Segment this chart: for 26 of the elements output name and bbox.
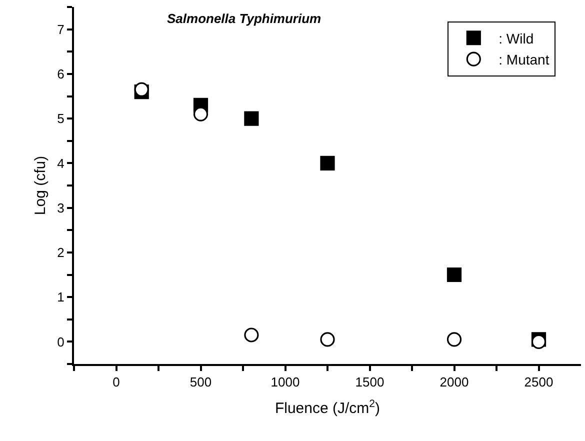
y-axis-title: Log (cfu)	[32, 156, 49, 216]
y-tick-label: 7	[57, 22, 64, 37]
point	[320, 332, 335, 347]
point	[446, 332, 462, 347]
x-tick-label: 1000	[270, 374, 300, 390]
y-tick-label: 5	[57, 111, 64, 126]
y-tick-label: 2	[57, 244, 64, 260]
x-tick-label: 2000	[440, 374, 469, 390]
x-tick-label: 500	[190, 374, 212, 390]
chart-title: Salmonella Typhimurium	[167, 11, 322, 26]
x-tick-label: 1500	[355, 374, 384, 390]
x-tick-label: 0	[112, 374, 120, 390]
y-tick-label: 1	[57, 290, 64, 305]
x-axis-title: Fluence (J/cm$^{2}$)	[274, 398, 380, 418]
point	[446, 267, 462, 282]
y-tick-label: 4	[57, 156, 64, 171]
x-tick-label: 2500	[524, 374, 554, 390]
legend-label: : Wild	[498, 30, 534, 46]
y-tick-label: 0	[57, 334, 64, 350]
y-tick-label: 3	[57, 200, 64, 216]
point	[193, 106, 208, 122]
point	[244, 328, 259, 342]
y-tick-label: 6	[57, 66, 64, 82]
point	[244, 111, 259, 126]
legend-label: : Mutant	[498, 52, 550, 68]
point	[320, 156, 335, 170]
